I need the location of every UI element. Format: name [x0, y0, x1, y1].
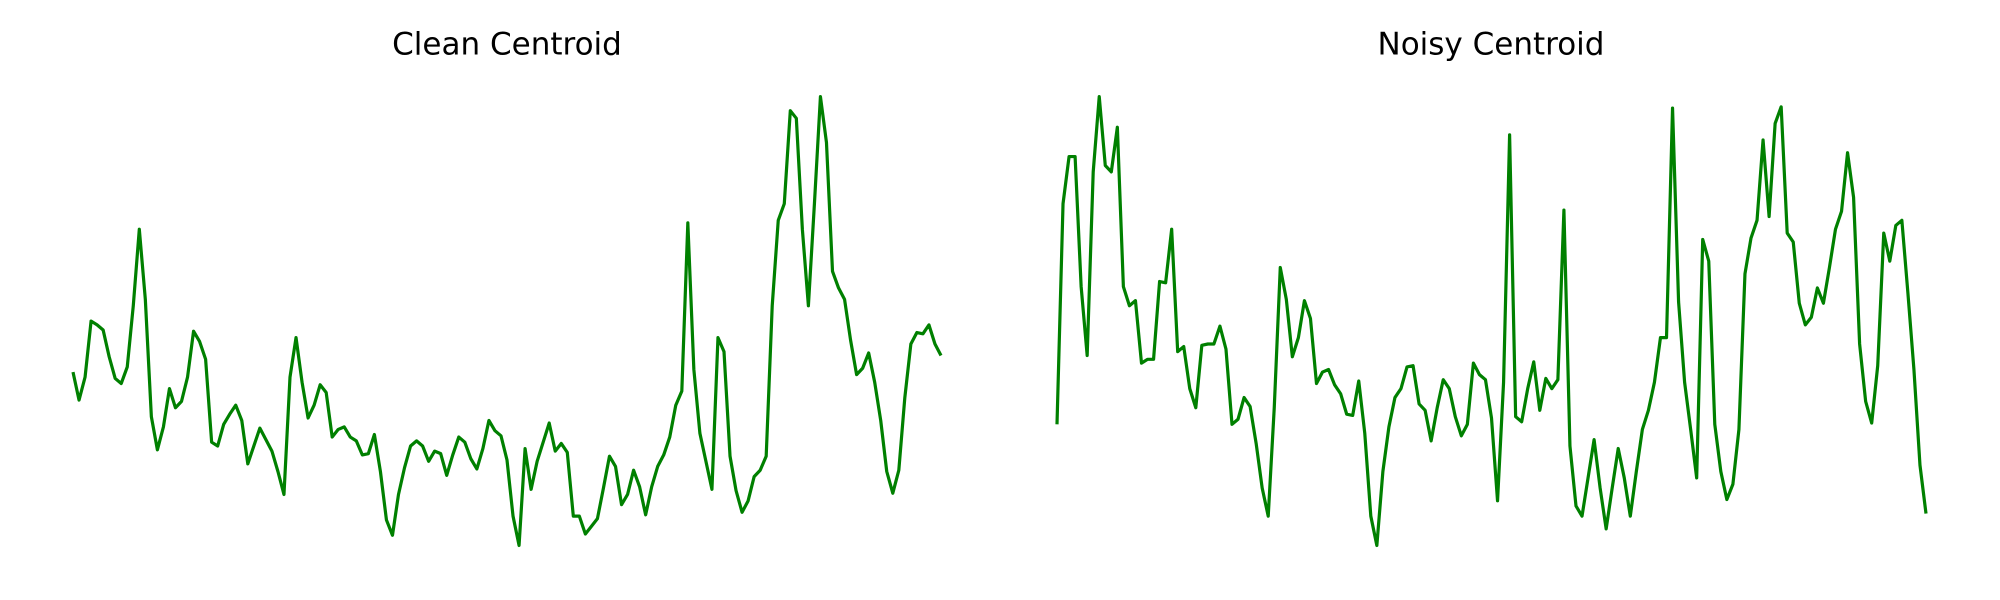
chart-title: Noisy Centroid	[1378, 27, 1605, 63]
data-line	[71, 95, 943, 548]
data-line	[1055, 95, 1928, 548]
chart-title: Clean Centroid	[392, 27, 622, 63]
